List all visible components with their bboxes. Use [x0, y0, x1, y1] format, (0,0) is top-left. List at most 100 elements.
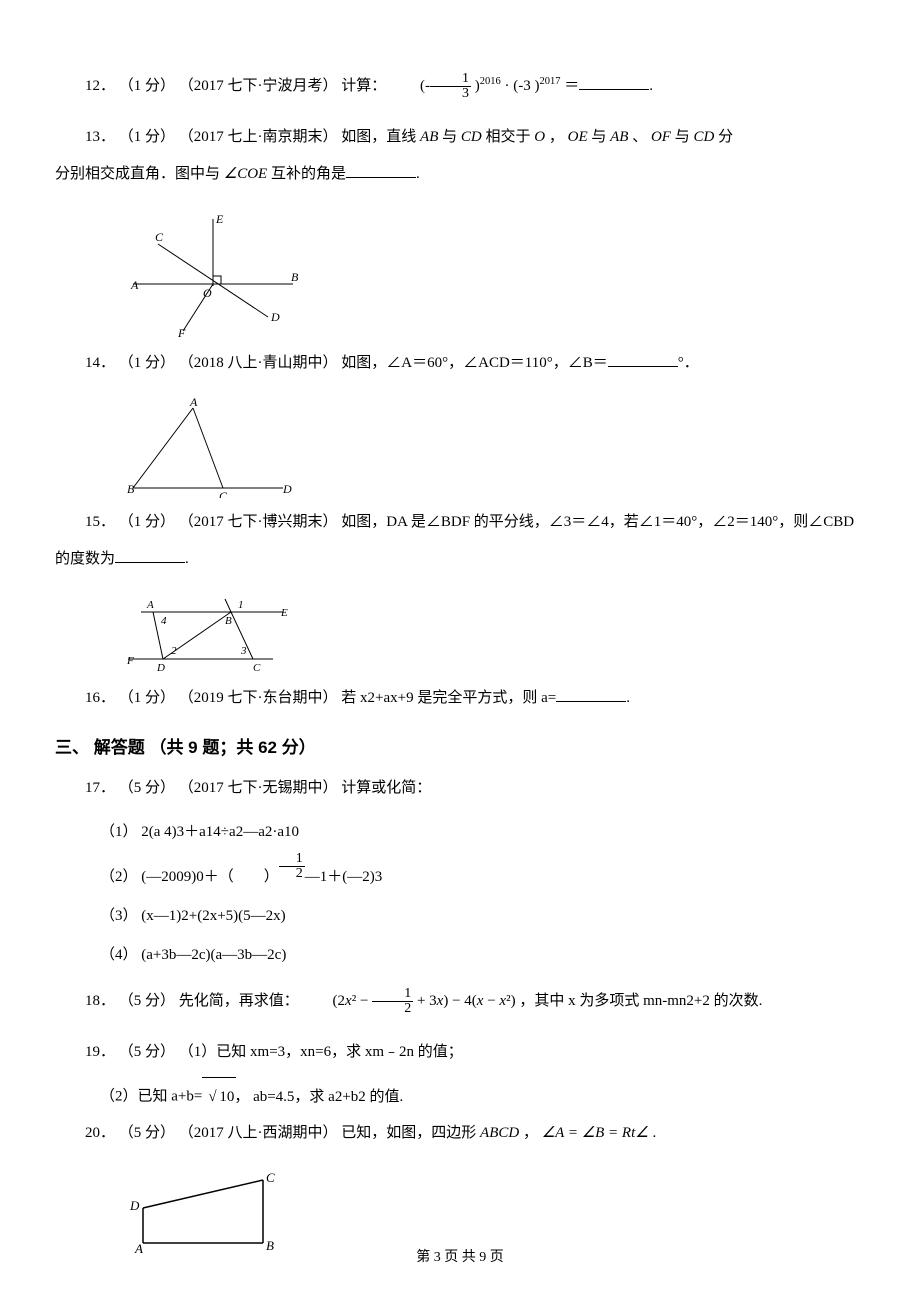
q16-points: （1 分） — [119, 690, 175, 706]
q19-sub2: （2）已知 a+b=10√ ， ab=4.5，求 a2+b2 的值. — [85, 1077, 865, 1117]
svg-text:C: C — [253, 662, 261, 674]
svg-text:C: C — [155, 230, 164, 244]
question-12: 12． （1 分） （2017 七下·宁波月考） 计算： (-13 )2016 … — [55, 70, 865, 103]
q17-points: （5 分） — [119, 780, 175, 796]
q12-period: . — [649, 78, 653, 94]
q13-line2-prefix: 分别相交成直角．图中与 — [55, 166, 224, 182]
q18-stem-prefix: 先化简，再求值： — [179, 993, 299, 1009]
q13-ab: AB — [420, 129, 438, 145]
q12-num: 12． — [85, 78, 115, 94]
q13-oe: OE — [568, 129, 588, 145]
q13-num: 13． — [85, 129, 115, 145]
q13-ab2: AB — [610, 129, 628, 145]
q13-line2-suffix: 互补的角是 — [267, 166, 346, 182]
q15-period: . — [185, 551, 189, 567]
q16-num: 16． — [85, 690, 115, 706]
q15-figure: A B 1 E 4 F D 2 3 C — [123, 594, 865, 674]
q20-stem-prefix: 已知，如图，四边形 — [341, 1125, 480, 1141]
q17-sub1: （1） 2(a 4)3＋a14÷a2―a2·a10 — [85, 813, 865, 852]
q13-cd: CD — [461, 129, 482, 145]
svg-text:D: D — [129, 1198, 140, 1213]
q20-num: 20． — [85, 1125, 115, 1141]
q13-stem: 如图，直线 — [341, 129, 420, 145]
q12-equals: ＝ — [564, 78, 579, 94]
question-17: 17． （5 分） （2017 七下·无锡期中） 计算或化简： — [55, 772, 865, 805]
q13-o: O — [534, 129, 545, 145]
svg-text:F: F — [177, 326, 186, 339]
svg-text:4: 4 — [161, 615, 167, 627]
question-19: 19． （5 分） （1）已知 xm=3，xn=6，求 xm﹣2n 的值； — [55, 1036, 865, 1069]
q17-source: （2017 七下·无锡期中） — [179, 780, 338, 796]
question-18: 18． （5 分） 先化简，再求值： (2x² − 12 + 3x) − 4(x… — [55, 985, 865, 1018]
q14-degree: °． — [678, 355, 699, 371]
svg-text:F: F — [126, 655, 134, 667]
q12-points: （1 分） — [119, 78, 175, 94]
q16-stem: 若 x2+ax+9 是完全平方式，则 a= — [341, 690, 556, 706]
q17-num: 17． — [85, 780, 115, 796]
q17-sub4: （4） (a+3b―2c)(a―3b―2c) — [85, 936, 865, 975]
q12-expr: (-13 )2016 · (-3 )2017 — [390, 70, 560, 103]
svg-text:D: D — [156, 662, 165, 674]
q19-points: （5 分） — [119, 1044, 175, 1060]
q17-stem: 计算或化简： — [341, 780, 431, 796]
q15-line2: 的度数为 — [55, 551, 115, 567]
q18-points: （5 分） — [119, 993, 175, 1009]
page-footer: 第 3 页 共 9 页 — [55, 1246, 865, 1266]
q14-blank — [608, 351, 678, 367]
q13-figure: A B C D E F O — [123, 209, 865, 339]
q15-num: 15． — [85, 514, 115, 530]
question-13-line2: 分别相交成直角．图中与 ∠COE 互补的角是. — [55, 158, 865, 191]
svg-text:D: D — [282, 482, 292, 496]
svg-text:A: A — [146, 599, 154, 611]
q16-period: . — [626, 690, 630, 706]
svg-text:E: E — [215, 212, 224, 226]
svg-text:A: A — [189, 398, 198, 409]
q20-abcd: ABCD — [480, 1125, 519, 1141]
question-14: 14． （1 分） （2018 八上·青山期中） 如图，∠A＝60°，∠ACD＝… — [55, 347, 865, 380]
question-13: 13． （1 分） （2017 七上·南京期末） 如图，直线 AB 与 CD 相… — [55, 121, 865, 154]
svg-text:B: B — [225, 615, 232, 627]
q13-source: （2017 七上·南京期末） — [179, 129, 338, 145]
q13-of: OF — [651, 129, 671, 145]
q17-sub3: （3） (x―1)2+(2x+5)(5―2x) — [85, 897, 865, 936]
q13-blank — [346, 162, 416, 178]
q18-expr: (2x² − 12 + 3x) − 4(x − x²) — [303, 985, 516, 1018]
q13-coe: ∠COE — [224, 166, 267, 182]
q12-source: （2017 七下·宁波月考） — [179, 78, 338, 94]
q14-figure: B A C D — [123, 398, 865, 498]
question-15: 15． （1 分） （2017 七下·博兴期末） 如图，DA 是∠BDF 的平分… — [55, 506, 865, 539]
svg-text:1: 1 — [238, 599, 244, 611]
q15-stem: 如图，DA 是∠BDF 的平分线，∠3＝∠4，若∠1＝40°，∠2＝140°，则… — [341, 514, 854, 530]
q15-blank — [115, 547, 185, 563]
q16-blank — [556, 686, 626, 702]
q14-stem: 如图，∠A＝60°，∠ACD＝110°，∠B＝ — [341, 355, 607, 371]
q19-num: 19． — [85, 1044, 115, 1060]
q19-sub1: （1）已知 xm=3，xn=6，求 xm﹣2n 的值； — [179, 1044, 463, 1060]
q12-blank — [579, 74, 649, 90]
q20-points: （5 分） — [119, 1125, 175, 1141]
section-3-heading: 三、 解答题 （共 9 题；共 62 分） — [55, 733, 865, 758]
question-15-line2: 的度数为. — [55, 543, 865, 576]
q14-num: 14． — [85, 355, 115, 371]
q13-period: . — [416, 166, 420, 182]
svg-text:C: C — [219, 489, 228, 498]
q20-figure: D A B C — [123, 1168, 865, 1253]
q15-points: （1 分） — [119, 514, 175, 530]
q14-points: （1 分） — [119, 355, 175, 371]
question-16: 16． （1 分） （2019 七下·东台期中） 若 x2+ax+9 是完全平方… — [55, 682, 865, 715]
svg-text:B: B — [127, 482, 135, 496]
question-20: 20． （5 分） （2017 八上·西湖期中） 已知，如图，四边形 ABCD … — [55, 1117, 865, 1150]
q16-source: （2019 七下·东台期中） — [179, 690, 338, 706]
q18-num: 18． — [85, 993, 115, 1009]
q18-stem-suffix: ，其中 x 为多项式 mn-mn2+2 的次数. — [519, 993, 762, 1009]
q12-stem: 计算： — [341, 78, 386, 94]
q13-points: （1 分） — [119, 129, 175, 145]
svg-text:O: O — [203, 286, 212, 300]
q20-angle: ∠A = ∠B = Rt∠ — [542, 1125, 649, 1141]
svg-text:2: 2 — [171, 645, 177, 657]
q14-source: （2018 八上·青山期中） — [179, 355, 338, 371]
svg-text:E: E — [280, 607, 288, 619]
svg-text:B: B — [291, 270, 299, 284]
svg-text:A: A — [130, 278, 139, 292]
q13-cd2: CD — [693, 129, 714, 145]
